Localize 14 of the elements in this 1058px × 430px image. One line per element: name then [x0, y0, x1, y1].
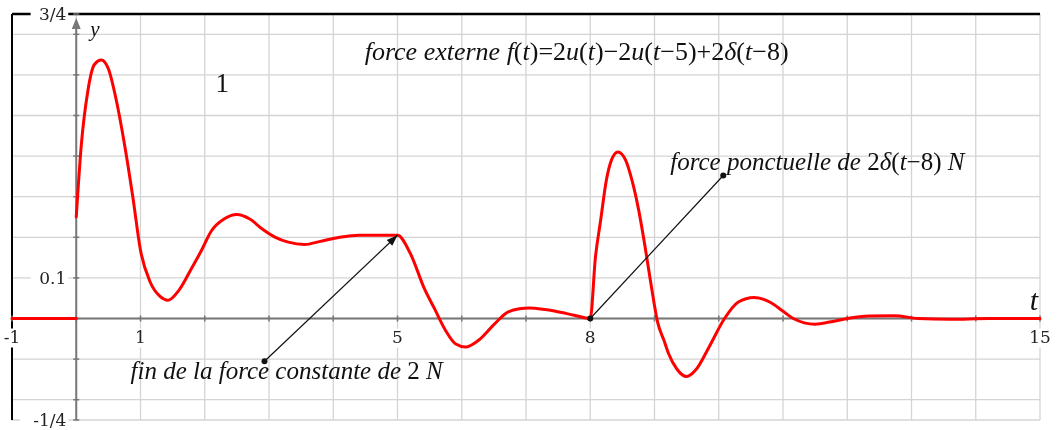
y-tick-label: -1/4 — [33, 409, 67, 430]
annotation: force ponctuelle de 2δ(t−8) N — [670, 147, 966, 176]
x-tick-label: 15 — [1029, 326, 1051, 347]
x-tick-label: 1 — [135, 326, 146, 347]
y-tick-label: 0.1 — [39, 267, 67, 288]
x-tick-label: -1 — [3, 326, 21, 347]
annotation: 1 — [215, 68, 229, 99]
y-axis-title: y — [88, 17, 101, 41]
x-tick-label: 5 — [392, 326, 403, 347]
x-tick-label: 8 — [584, 326, 596, 347]
y-tick-label: 3/4 — [38, 3, 67, 24]
annotation: fin de la force constante de 2 N — [130, 357, 445, 385]
x-axis-title: t — [1029, 282, 1039, 316]
chart-title: force externe f(t)=2u(t)−2u(t−5)+2δ(t−8) — [364, 37, 789, 66]
